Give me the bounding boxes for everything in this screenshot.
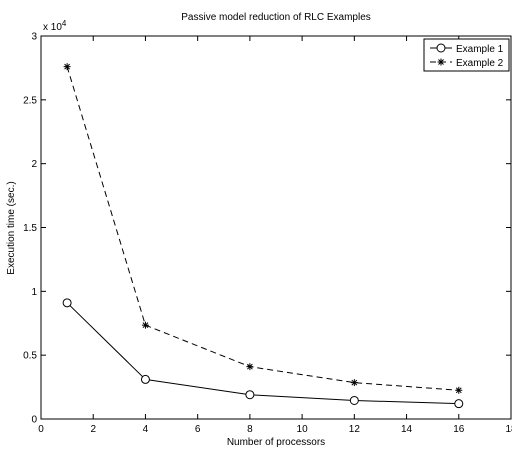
legend-marker-example-1 (436, 43, 446, 53)
data-point-example-2 (141, 321, 149, 329)
data-point-example-1 (454, 399, 464, 409)
x-tick-label: 16 (453, 424, 465, 435)
x-tick-label: 2 (90, 424, 96, 435)
data-point-example-1 (349, 395, 359, 405)
legend-box (423, 38, 510, 72)
data-point-example-1 (62, 298, 72, 308)
x-axis: 0 2 4 6 8 10 12 14 16 18 (38, 36, 512, 435)
data-point-example-2 (246, 363, 254, 371)
y-tick-label: 2.5 (23, 95, 37, 106)
data-point-example-2 (63, 63, 71, 71)
x-tick-label: 8 (247, 424, 253, 435)
data-point-example-1 (140, 374, 150, 384)
plot-area (40, 35, 512, 420)
x-tick-label: 10 (297, 424, 309, 435)
y-multiplier-base: x 10 (43, 22, 62, 33)
x-tick-label: 4 (143, 424, 149, 435)
legend-label-example-2: Example 2 (456, 58, 504, 69)
x-tick-label: 6 (195, 424, 201, 435)
x-tick-label: 14 (401, 424, 413, 435)
y-tick-label: 1.5 (23, 223, 37, 234)
x-tick-label: 18 (505, 424, 512, 435)
data-point-example-2 (350, 379, 358, 387)
y-tick-label: 0.5 (23, 351, 37, 362)
data-point-example-2 (455, 386, 463, 394)
chart-title: Passive model reduction of RLC Examples (181, 12, 371, 23)
series-layer (62, 63, 464, 409)
y-axis-label: Execution time (sec.) (6, 181, 17, 274)
y-axis: 0 0.5 1 1.5 2 2.5 3 (23, 32, 511, 426)
x-axis-label: Number of processors (227, 437, 325, 448)
y-tick-label: 3 (31, 32, 37, 43)
legend: Example 1 Example 2 (423, 38, 510, 72)
y-multiplier: x 104 (43, 19, 67, 33)
data-point-example-1 (245, 390, 255, 400)
y-multiplier-exponent: 4 (62, 19, 67, 28)
legend-label-example-1: Example 1 (456, 44, 504, 55)
y-tick-label: 0 (31, 415, 37, 426)
x-tick-label: 12 (349, 424, 361, 435)
y-tick-label: 2 (31, 159, 37, 170)
legend-marker-example-2 (437, 58, 445, 66)
legend-star-glyph (437, 58, 445, 66)
x-tick-label: 0 (38, 424, 44, 435)
y-tick-label: 1 (31, 287, 37, 298)
